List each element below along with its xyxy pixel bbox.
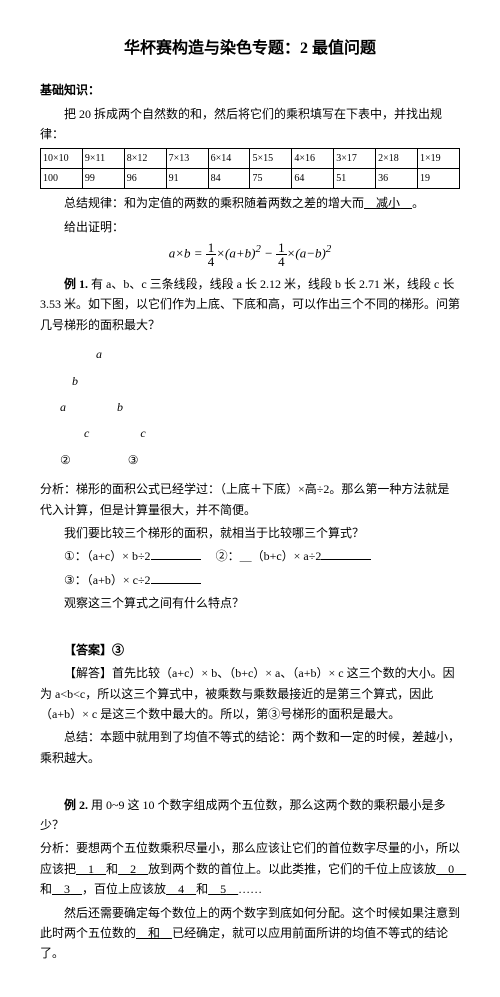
ex2-analysis: 分析：要想两个五位数乘积尽量小，那么应该让它们的首位数字尽量的小，所以应该把 1… [40, 838, 460, 899]
ex2-pmid2: ，百位上应该放 [82, 882, 166, 896]
ex2-label: 例 2. [64, 798, 88, 812]
page-title: 华杯赛构造与染色专题：2 最值问题 [40, 35, 460, 62]
proof-label: 给出证明： [40, 217, 460, 237]
ex2-pmid: 放到两个数的首位上。以此类推，它们的千位上应该放 [148, 862, 436, 876]
blank [151, 548, 201, 560]
ex2-mid1: 和 [106, 862, 118, 876]
a1b: ②：＿（b+c）× a÷2 [216, 549, 322, 563]
diag-r1: a [60, 341, 460, 367]
cell: 2×18 [376, 149, 418, 169]
analysis-p2: 我们要比较三个梯形的面积，就相当于比较哪三个算式？ [40, 523, 460, 543]
term2: ×(a−b) [287, 245, 326, 260]
cell: 100 [41, 169, 83, 189]
rule-line: 总结规律：和为定值的两数的乘积随着两数之差的增大而 减小 。 [40, 193, 460, 213]
ex2-mid2: 和 [40, 882, 52, 896]
blank [151, 572, 201, 584]
diag-r2: b [60, 368, 460, 394]
formula: a×b = 14×(a+b)2 − 14×(a−b)2 [40, 240, 460, 268]
cell: 4×16 [292, 149, 334, 169]
intro-text: 把 20 拆成两个自然数的和，然后将它们的乘积填写在下表中，并找出规律： [40, 104, 460, 145]
ex2-p2: 然后还需要确定每个数位上的两个数字到底如何分配。这个时候如果注意到此时两个五位数… [40, 903, 460, 964]
cell: 75 [250, 169, 292, 189]
ex2-a6: 5 [208, 882, 238, 896]
frac-1-4b: 14 [276, 241, 287, 268]
cell: 8×12 [124, 149, 166, 169]
cell: 64 [292, 169, 334, 189]
formula-lhs: a×b = [169, 245, 203, 260]
analysis-p3: 观察这三个算式之间有什么特点？ [40, 593, 460, 613]
ex2-a5: 4 [166, 882, 196, 896]
example-2: 例 2. 用 0~9 这 10 个数字组成两个五位数，那么这两个数的乘积最小是多… [40, 795, 460, 836]
trapezoid-diagram: a b a b c c ② ③ [60, 341, 460, 473]
diag-r3: a b [60, 394, 460, 420]
exp2: 2 [326, 243, 331, 255]
ex2-mid3: 和 [196, 882, 208, 896]
ex2-a7: 和 [136, 926, 172, 940]
answer-note: 总结：本题中就用到了均值不等式的结论：两个数和一定的时候，差越小，乘积越大。 [40, 727, 460, 768]
example-1: 例 1. 有 a、b、c 三条线段，线段 a 长 2.12 米，线段 b 长 2… [40, 274, 460, 335]
section-basic: 基础知识： [40, 80, 460, 100]
ex1-body: 有 a、b、c 三条线段，线段 a 长 2.12 米，线段 b 长 2.71 米… [40, 277, 460, 332]
product-table: 10×10 9×11 8×12 7×13 6×14 5×15 4×16 3×17… [40, 148, 460, 189]
analysis-line2: ③：（a+b）× c÷2 [40, 570, 460, 590]
ex2-a2: 2 [118, 862, 148, 876]
blank [321, 548, 371, 560]
analysis-p1: 分析：梯形的面积公式已经学过：（上底＋下底）×高÷2。那么第一种方法就是代入计算… [40, 479, 460, 520]
table-row: 10×10 9×11 8×12 7×13 6×14 5×15 4×16 3×17… [41, 149, 460, 169]
table-row: 100 99 96 91 84 75 64 51 36 19 [41, 169, 460, 189]
ex2-a3: 0 [436, 862, 466, 876]
cell: 99 [82, 169, 124, 189]
cell: 51 [334, 169, 376, 189]
cell: 36 [376, 169, 418, 189]
rule-answer: 减小 [364, 196, 412, 210]
cell: 5×15 [250, 149, 292, 169]
term1: ×(a+b) [216, 245, 255, 260]
ex2-pend: …… [238, 882, 262, 896]
cell: 6×14 [208, 149, 250, 169]
cell: 3×17 [334, 149, 376, 169]
a2: ③：（a+b）× c÷2 [64, 573, 151, 587]
analysis-line1: ①：（a+c）× b÷2 ②：＿（b+c）× a÷2 [40, 546, 460, 566]
ex2-a1: 1 [76, 862, 106, 876]
cell: 9×11 [82, 149, 124, 169]
answer-body: 【解答】首先比较（a+c）× b、（b+c）× a、（a+b）× c 这三个数的… [40, 663, 460, 724]
diag-r4: c c [60, 420, 460, 446]
cell: 96 [124, 169, 166, 189]
ex2-a4: 3 [52, 882, 82, 896]
frac-1-4: 14 [206, 241, 217, 268]
diag-nums: ② ③ [60, 447, 460, 473]
cell: 84 [208, 169, 250, 189]
rule-suffix: 。 [412, 196, 424, 210]
ex1-label: 例 1. [64, 277, 88, 291]
cell: 1×19 [418, 149, 460, 169]
ex2-q: 用 0~9 这 10 个数字组成两个五位数，那么这两个数的乘积最小是多少？ [40, 798, 446, 832]
answer-head: 【答案】③ [40, 640, 460, 660]
a1a: ①：（a+c）× b÷2 [64, 549, 151, 563]
minus: − [264, 245, 276, 260]
cell: 10×10 [41, 149, 83, 169]
exp1: 2 [255, 243, 260, 255]
rule-prefix: 总结规律：和为定值的两数的乘积随着两数之差的增大而 [64, 196, 364, 210]
cell: 91 [166, 169, 208, 189]
cell: 19 [418, 169, 460, 189]
cell: 7×13 [166, 149, 208, 169]
